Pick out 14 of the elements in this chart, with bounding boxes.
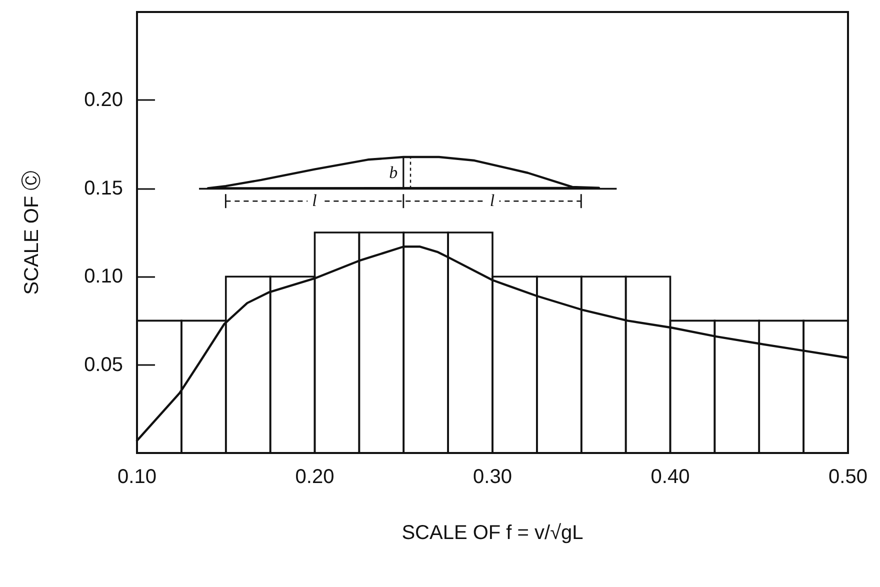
annotation: b xyxy=(389,162,398,182)
x-tick-label: 0.30 xyxy=(473,466,512,488)
x-tick-label: 0.40 xyxy=(650,466,690,488)
x-tick-label: 0.10 xyxy=(118,466,156,488)
x-tick-label: 0.50 xyxy=(828,466,868,488)
x-axis-title: SCALE OF f = v/√gL xyxy=(402,522,584,544)
y-tick-label: 0.05 xyxy=(84,354,123,376)
y-tick-label: 0.15 xyxy=(84,177,123,200)
annotation: l xyxy=(490,190,496,210)
y-tick-label: 0.10 xyxy=(84,266,123,288)
y-tick-label: 0.20 xyxy=(84,89,123,112)
annotation: l xyxy=(312,190,318,210)
y-axis-title: SCALE OF Ⓒ xyxy=(21,170,43,295)
x-tick-label: 0.20 xyxy=(295,466,334,488)
